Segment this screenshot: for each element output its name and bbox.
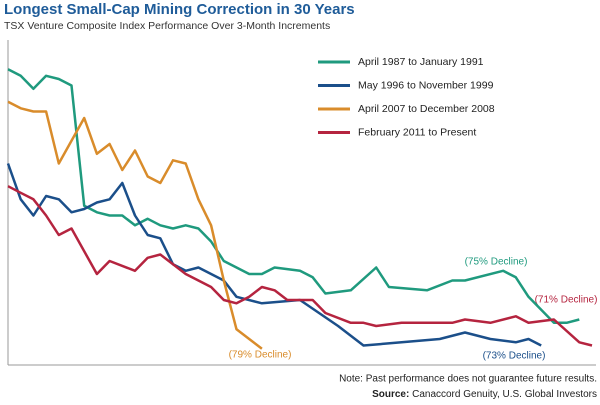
annotation: (73% Decline): [483, 351, 546, 362]
series-line: [6, 163, 542, 347]
chart-subtitle: TSX Venture Composite Index Performance …: [4, 20, 330, 32]
annotation: (71% Decline): [535, 295, 598, 306]
legend-label: April 1987 to January 1991: [358, 56, 484, 68]
series-line: [7, 185, 593, 347]
legend-label: May 1996 to November 1999: [358, 79, 494, 91]
source: Source: Canaccord Genuity, U.S. Global I…: [372, 389, 597, 400]
footnote: Note: Past performance does not guarante…: [339, 374, 597, 385]
annotation: (79% Decline): [229, 350, 292, 361]
series-line: [7, 68, 580, 325]
source-label: Source:: [372, 389, 409, 400]
series-line: [7, 100, 263, 350]
chart-title: Longest Small-Cap Mining Correction in 3…: [4, 1, 355, 18]
legend-label: February 2011 to Present: [358, 126, 476, 138]
legend-label: April 2007 to December 2008: [358, 103, 495, 115]
annotation: (75% Decline): [465, 257, 528, 268]
source-text: Canaccord Genuity, U.S. Global Investors: [412, 389, 597, 400]
